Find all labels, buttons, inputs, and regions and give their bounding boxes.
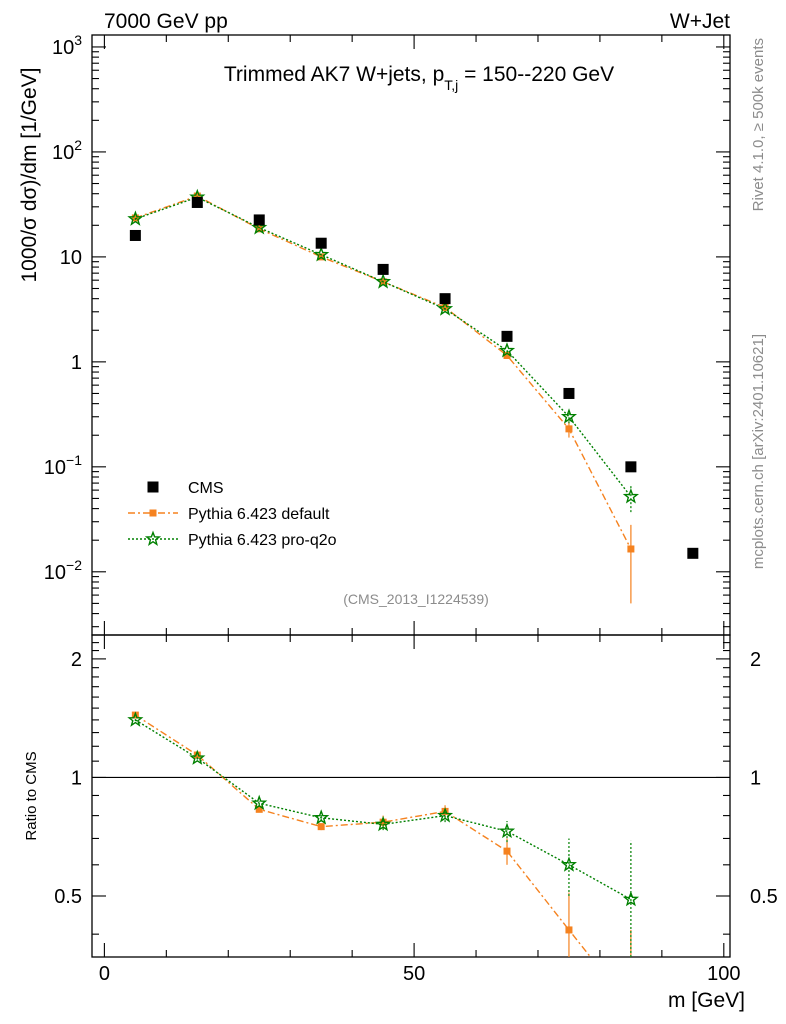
point-cms <box>501 330 513 342</box>
y-tick-label: 10−1 <box>44 452 82 479</box>
legend-marker-cms <box>147 481 159 493</box>
ratio-point-default <box>503 847 511 855</box>
ratio-point-proq2o <box>189 749 206 765</box>
ratio-point-proq2o <box>436 807 454 823</box>
ratio-point-default <box>441 807 449 815</box>
point-cms <box>191 196 203 208</box>
ratio-tick-label: 2 <box>71 649 82 671</box>
point-proq2o <box>374 273 392 289</box>
point-proq2o <box>560 408 578 424</box>
ratio-point-default <box>255 805 263 813</box>
y-tick-label: 102 <box>52 137 82 164</box>
ratio-point-proq2o <box>313 809 330 825</box>
chart-title: Trimmed AK7 W+jets, pT,j = 150--220 GeV <box>224 63 614 93</box>
point-cms <box>315 237 327 249</box>
point-default <box>503 351 511 359</box>
ratio-plot-frame <box>91 634 731 958</box>
ratio-tick-label-right: 0.5 <box>750 886 778 908</box>
y-tick-label: 10−2 <box>44 557 82 584</box>
x-axis-label: m [GeV] <box>668 989 745 1012</box>
point-cms <box>625 461 637 473</box>
legend-label-proq2o: Pythia 6.423 pro-q2o <box>188 532 337 549</box>
main-plot-series <box>127 188 699 604</box>
point-default <box>255 225 263 233</box>
legend: CMS Pythia 6.423 default Pythia 6.423 pro-… <box>128 480 337 549</box>
y-tick-label: 10 <box>60 247 82 269</box>
ratio-line-default <box>134 714 592 957</box>
ratio-point-proq2o <box>374 815 392 832</box>
process-label: W+Jet <box>670 10 730 33</box>
point-default <box>565 425 573 433</box>
point-cms <box>377 263 389 275</box>
point-cms <box>253 214 265 226</box>
title-subscript: T,j <box>444 77 458 93</box>
ratio-tick-label: 0.5 <box>54 886 82 908</box>
point-proq2o <box>498 342 516 358</box>
point-cms <box>439 293 451 305</box>
ratio-tick-label-right: 2 <box>750 649 761 671</box>
series-line-proq2o <box>135 196 632 498</box>
ratio-axis-ticks: 0.5 0.5 1 1 2 2 <box>54 642 778 935</box>
point-proq2o <box>313 246 330 262</box>
ratio-point-default <box>379 818 387 826</box>
point-proq2o <box>251 218 268 235</box>
ratio-point-proq2o <box>127 711 144 727</box>
ratio-point-default <box>193 751 201 759</box>
ratio-tick-label: 1 <box>71 767 82 789</box>
x-tick-label: 0 <box>99 963 110 985</box>
ratio-plot-series <box>127 711 640 957</box>
ratio-point-proq2o <box>622 890 640 907</box>
ratio-tick-label-right: 1 <box>750 767 761 789</box>
y-axis-label: 1000/σ dσ)/dm [1/GeV] <box>18 67 41 282</box>
title-main: Trimmed AK7 W+jets, p <box>224 63 444 86</box>
rivet-label: Rivet 4.1.0, ≥ 500k events <box>750 38 767 211</box>
point-proq2o <box>622 488 640 504</box>
legend-marker-default <box>149 509 157 517</box>
point-cms <box>129 229 141 241</box>
title-rest: = 150--220 GeV <box>458 63 614 86</box>
legend-label-default: Pythia 6.423 default <box>188 506 330 523</box>
point-default <box>193 192 201 200</box>
ratio-point-default <box>317 823 325 831</box>
collision-label: 7000 GeV pp <box>104 10 228 33</box>
ratio-line-proq2o <box>134 719 632 901</box>
point-cms <box>687 547 699 559</box>
x-tick-label: 100 <box>707 963 740 985</box>
ratio-axis-label: Ratio to CMS <box>23 751 40 840</box>
ratio-point-default <box>565 926 573 934</box>
y-tick-label: 103 <box>52 32 82 59</box>
ratio-point-proq2o <box>251 794 268 811</box>
point-proq2o <box>436 300 454 316</box>
analysis-id: (CMS_2013_I1224539) <box>343 591 489 607</box>
point-default <box>441 303 449 311</box>
point-default <box>627 545 635 553</box>
mcplots-label: mcplots.cern.ch [arXiv:2401.10621] <box>750 334 767 569</box>
x-tick-label: 50 <box>403 963 425 985</box>
y-axis-ticks: 10−2 10−1 1 10 102 103 <box>44 32 730 628</box>
point-proq2o <box>127 210 144 226</box>
point-cms <box>563 387 575 399</box>
y-tick-label: 1 <box>71 352 82 374</box>
ratio-point-proq2o <box>498 822 516 839</box>
ratio-point-proq2o <box>560 856 577 872</box>
legend-label-cms: CMS <box>188 480 224 497</box>
legend-marker-proq2o <box>144 530 162 546</box>
x-axis-ticks: 0 50 100 <box>99 35 740 985</box>
